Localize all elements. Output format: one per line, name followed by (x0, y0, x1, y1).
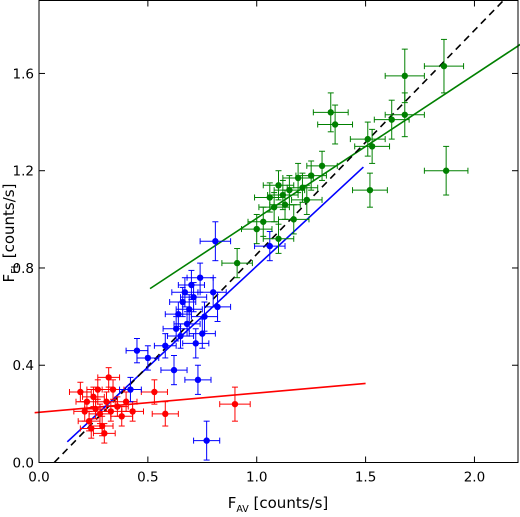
data-point-series-1-15 (194, 376, 202, 384)
data-point-series-2-21 (388, 116, 395, 123)
data-point-series-2-9 (286, 186, 293, 194)
data-point-series-2-12 (299, 184, 306, 191)
data-point-series-2-14 (307, 172, 315, 179)
data-point-series-1-18 (201, 313, 208, 320)
data-point-series-2-23 (401, 111, 408, 118)
data-point-series-2-6 (275, 182, 282, 189)
data-point-series-0-20 (162, 410, 169, 418)
data-point-series-1-13 (190, 293, 197, 301)
data-point-series-0-6 (92, 405, 99, 413)
data-point-series-2-8 (281, 201, 289, 208)
y-axis-title-main: F (0, 274, 18, 283)
data-point-series-1-10 (183, 320, 191, 328)
x-tick-label-4: 2.0 (464, 470, 485, 486)
data-point-series-2-13 (303, 196, 311, 204)
data-point-series-1-3 (162, 342, 169, 349)
x-tick-label-1: 0.5 (137, 470, 158, 486)
data-point-series-0-0 (77, 388, 84, 396)
data-point-series-1-6 (175, 310, 182, 318)
x-axis-title-sub: AV (236, 504, 249, 515)
data-point-series-2-4 (270, 203, 278, 211)
data-point-series-0-17 (122, 398, 130, 405)
data-point-series-1-1 (133, 347, 141, 354)
data-point-series-2-1 (253, 225, 260, 233)
data-point-series-0-11 (103, 398, 110, 405)
data-point-series-0-3 (85, 417, 93, 425)
x-axis-title-unit: [counts/s] (249, 494, 328, 512)
data-point-series-2-22 (401, 72, 408, 80)
data-point-series-2-20 (368, 143, 376, 150)
data-point-series-1-14 (192, 340, 199, 347)
data-point-series-1-22 (212, 238, 219, 245)
y-tick-label-0: 0.0 (13, 456, 34, 472)
x-tick-label-3: 1.5 (355, 470, 376, 486)
data-point-series-0-14 (109, 386, 117, 393)
data-point-series-2-10 (290, 216, 297, 223)
reference-line (53, 0, 506, 464)
axes-border (38, 0, 519, 463)
data-point-series-0-12 (105, 374, 112, 381)
data-point-series-2-7 (279, 191, 287, 199)
x-axis-title-main: F (228, 494, 237, 512)
data-point-series-1-4 (170, 366, 178, 374)
plot-area (34, 0, 520, 464)
data-point-series-1-17 (199, 330, 206, 337)
y-axis-title: FFL [counts/s] (0, 184, 21, 283)
data-point-series-1-8 (179, 298, 186, 306)
data-point-series-1-2 (144, 354, 152, 362)
data-point-series-2-2 (260, 218, 267, 225)
x-axis-title: FAV [counts/s] (228, 494, 329, 515)
data-point-series-0-13 (107, 408, 115, 415)
data-point-series-0-8 (96, 410, 104, 418)
data-point-series-0-1 (81, 408, 88, 415)
data-point-series-2-5 (275, 235, 282, 242)
data-point-series-1-19 (203, 437, 210, 444)
data-point-series-2-24 (440, 62, 448, 70)
data-point-series-2-18 (364, 135, 371, 143)
data-point-series-0-19 (151, 388, 158, 396)
data-point-series-1-5 (172, 325, 180, 332)
y-tick-label-4: 1.6 (13, 66, 34, 82)
data-point-series-2-16 (327, 109, 334, 116)
data-point-series-2-25 (442, 167, 450, 174)
data-point-series-0-5 (90, 393, 97, 401)
data-points (77, 62, 450, 444)
y-tick-label-1: 0.4 (13, 358, 34, 374)
data-point-series-1-9 (181, 289, 189, 296)
data-point-series-0-7 (94, 386, 101, 393)
data-point-series-0-21 (231, 400, 239, 408)
y-tick-label-2: 0.8 (13, 261, 34, 277)
data-point-series-0-4 (88, 425, 95, 432)
x-tick-label-2: 1.0 (246, 470, 267, 486)
data-point-series-0-10 (101, 430, 108, 437)
data-point-series-1-23 (266, 242, 273, 250)
y-axis-title-unit: [counts/s] (0, 184, 18, 263)
y-tick-label-3: 1.2 (13, 164, 34, 180)
data-point-series-2-11 (294, 174, 302, 182)
data-point-series-0-18 (129, 408, 136, 415)
data-point-series-2-17 (331, 121, 339, 128)
fit-line-series-0 (34, 382, 366, 414)
data-point-series-2-15 (318, 162, 326, 170)
axis-ticks: 0.0 0.5 1.0 1.5 2.0 0.0 0.4 0.8 1.2 1.6 (13, 0, 518, 486)
data-point-series-0-2 (83, 398, 91, 405)
data-point-series-1-11 (186, 306, 193, 313)
data-point-series-1-12 (188, 281, 195, 289)
data-point-series-1-20 (209, 289, 217, 296)
data-point-series-2-3 (266, 194, 273, 201)
data-point-series-1-7 (177, 332, 184, 340)
data-point-series-1-21 (214, 303, 221, 311)
data-point-series-1-0 (127, 386, 134, 393)
fit-line-series-1 (66, 166, 364, 443)
data-point-series-0-9 (98, 422, 106, 430)
data-point-series-0-15 (114, 403, 121, 410)
y-axis-title-sub: FL (10, 262, 21, 273)
data-point-series-0-16 (118, 413, 125, 420)
data-point-series-2-19 (366, 186, 374, 194)
data-point-series-2-0 (233, 259, 241, 267)
data-point-series-1-16 (196, 274, 204, 281)
x-tick-label-0: 0.0 (28, 470, 49, 486)
